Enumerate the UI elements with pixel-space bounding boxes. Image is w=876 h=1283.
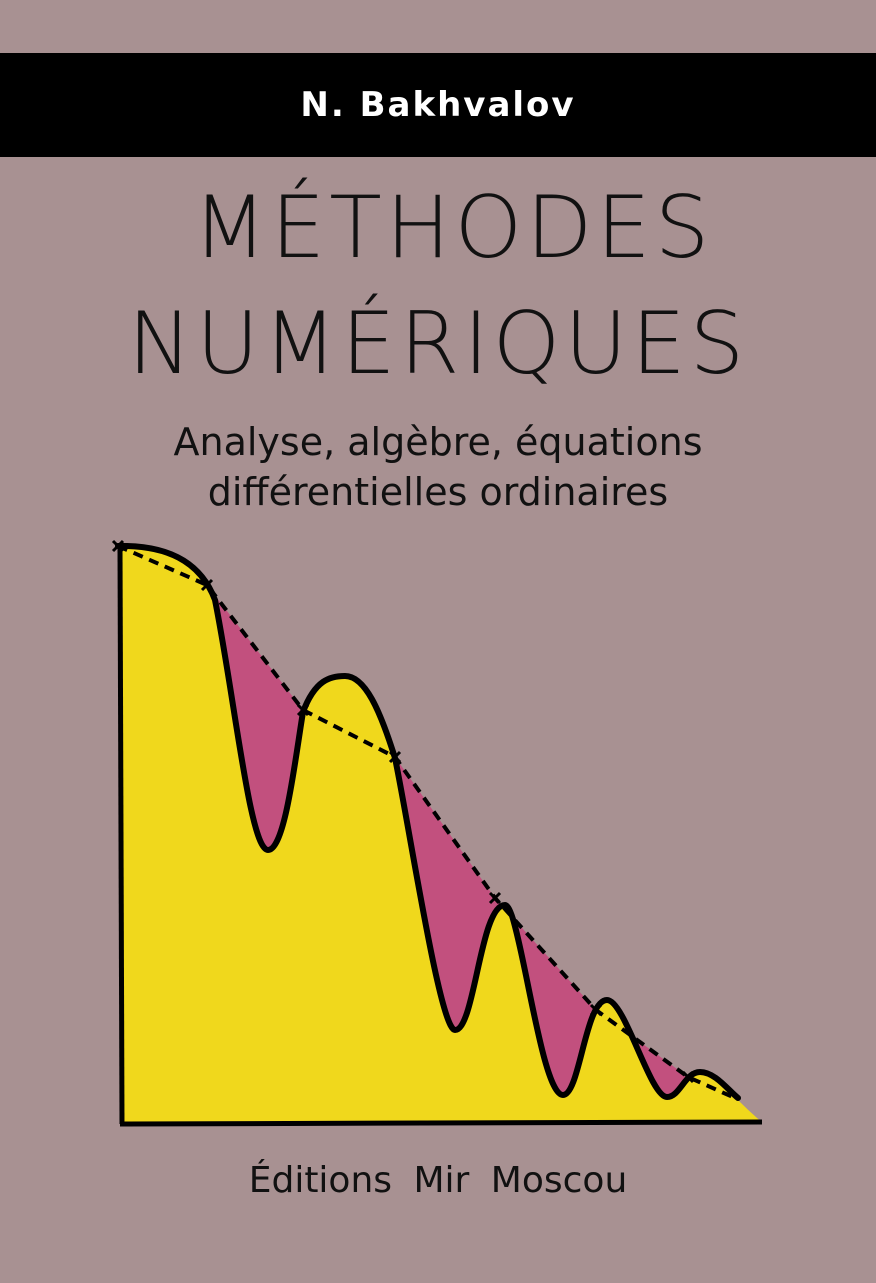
y-axis <box>117 547 125 1125</box>
node-marker-icon <box>111 539 125 553</box>
subtitle-line-2: différentielles ordinaires <box>207 470 669 514</box>
node-marker-icon <box>589 1003 603 1017</box>
interpolation-polyline <box>117 544 736 1100</box>
title-line-2: NUMÉRIQUES <box>127 294 749 394</box>
x-axis <box>119 1119 763 1127</box>
author-name: N. Bakhvalov <box>300 85 576 125</box>
subtitle-line-1: Analyse, algèbre, équations <box>173 420 703 464</box>
author-bar: N. Bakhvalov <box>0 53 876 157</box>
node-marker-icon <box>681 1070 695 1084</box>
area-under-curve <box>118 545 762 1122</box>
node-marker-icon <box>296 703 310 717</box>
function-curve <box>115 542 741 1101</box>
publisher: Éditions Mir Moscou <box>248 1160 628 1201</box>
node-marker-icon <box>388 750 402 764</box>
node-marker-icon <box>200 578 214 592</box>
title-line-1: MÉTHODES <box>192 178 714 278</box>
node-markers <box>111 539 695 1084</box>
node-marker-icon <box>488 891 502 905</box>
